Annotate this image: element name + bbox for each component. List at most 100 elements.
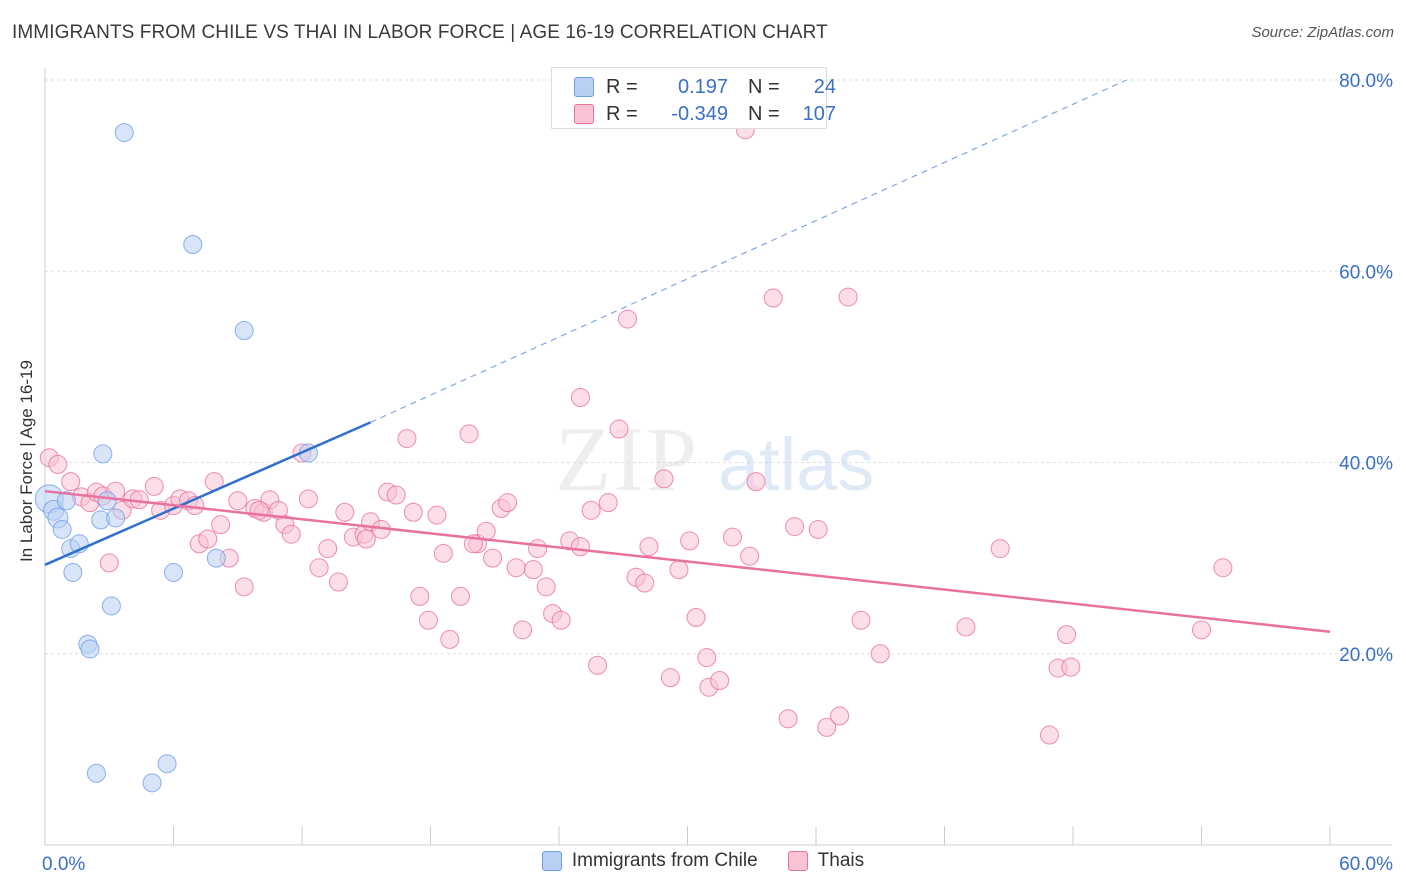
thai-point xyxy=(234,577,254,597)
n-label: N = xyxy=(748,75,780,98)
chile-point xyxy=(80,639,100,659)
thai-point xyxy=(581,500,601,520)
thai-point xyxy=(427,505,447,525)
bottom-legend: Immigrants from Chile Thais xyxy=(0,850,1406,872)
thai-point xyxy=(335,502,355,522)
thai-point xyxy=(281,524,301,544)
thai-point xyxy=(513,620,533,640)
thai-point xyxy=(660,668,680,688)
stats-legend-box: R = 0.197 N = 24 R = -0.349 N = 107 xyxy=(551,67,836,129)
thai-point xyxy=(588,655,608,675)
chile-point xyxy=(56,491,76,511)
chile-point xyxy=(234,321,254,341)
thai-point xyxy=(870,644,890,664)
thai-point xyxy=(397,429,417,449)
thai-point xyxy=(483,548,503,568)
y-tick-label: 40.0% xyxy=(1339,454,1393,475)
thai-point xyxy=(48,454,68,474)
thai-point xyxy=(309,558,329,578)
thai-point xyxy=(598,493,618,513)
thai-point xyxy=(680,531,700,551)
thai-point xyxy=(506,558,526,578)
thai-point xyxy=(450,586,470,606)
legend-item-thais[interactable]: Thais xyxy=(787,850,865,872)
series-layer xyxy=(34,120,1233,793)
thai-point xyxy=(356,529,376,549)
legend-thais-label: Thais xyxy=(817,850,865,871)
thai-point xyxy=(746,472,766,492)
chile-point xyxy=(63,562,83,582)
chile-swatch xyxy=(574,77,594,97)
thai-point xyxy=(198,529,218,549)
thai-point xyxy=(722,527,742,547)
chile-point xyxy=(97,491,117,511)
y-tick-label: 20.0% xyxy=(1339,645,1393,666)
thai-point xyxy=(498,493,518,513)
thai-point xyxy=(618,309,638,329)
thai-point xyxy=(609,419,629,439)
y-axis-label: In Labor Force | Age 16-19 xyxy=(17,360,36,562)
tick-labels: 20.0% 40.0% 60.0% 80.0% 0.0% 60.0% xyxy=(42,71,1393,875)
chile-point xyxy=(183,234,203,254)
thai-point xyxy=(536,577,556,597)
thai-point xyxy=(410,586,430,606)
source-label: Source: ZipAtlas.com xyxy=(1251,24,1394,41)
thai-point xyxy=(830,706,850,726)
chile-point xyxy=(114,123,134,143)
thai-point xyxy=(1213,558,1233,578)
stats-row-chile: R = 0.197 N = 24 xyxy=(574,74,836,100)
thai-point xyxy=(838,287,858,307)
thai-point xyxy=(211,515,231,535)
watermark-zip: ZIP xyxy=(555,408,699,510)
thai-point xyxy=(697,648,717,668)
thai-point xyxy=(785,517,805,537)
y-tick-label: 80.0% xyxy=(1339,71,1393,92)
thai-point xyxy=(778,709,798,729)
thai-point xyxy=(523,560,543,580)
chile-point xyxy=(86,763,106,783)
thai-point xyxy=(99,553,119,573)
thai-point xyxy=(710,671,730,691)
thai-point xyxy=(669,560,689,580)
chile-point xyxy=(106,508,126,528)
thai-point xyxy=(990,539,1010,559)
x-tick-label-start: 0.0% xyxy=(42,854,85,875)
chile-point xyxy=(52,519,72,539)
stats-row-thai: R = -0.349 N = 107 xyxy=(574,101,836,127)
thai-point xyxy=(418,610,438,630)
n-label: N = xyxy=(748,102,780,125)
legend-thais-swatch xyxy=(787,851,808,871)
thai-point xyxy=(144,476,164,496)
thai-point xyxy=(298,489,318,509)
thai-point xyxy=(459,424,479,444)
thai-point xyxy=(403,502,423,522)
chile-point xyxy=(157,754,177,774)
thai-point xyxy=(1057,625,1077,645)
grid-lines xyxy=(45,79,1392,655)
chile-point xyxy=(206,548,226,568)
r-value-chile: 0.197 xyxy=(677,75,728,98)
thai-trend-line xyxy=(44,489,1331,633)
thai-point xyxy=(817,717,837,737)
watermark: ZIP atlas xyxy=(555,408,874,510)
thai-point xyxy=(328,572,348,592)
thai-point xyxy=(318,539,338,559)
r-label: R = xyxy=(606,102,638,125)
thai-point xyxy=(551,610,571,630)
legend-chile-swatch xyxy=(541,851,562,871)
thai-point xyxy=(440,629,460,649)
legend-item-chile[interactable]: Immigrants from Chile xyxy=(541,850,758,872)
chile-point xyxy=(101,596,121,616)
thai-point xyxy=(1039,725,1059,745)
thai-point xyxy=(570,537,590,557)
x-tick-label-end: 60.0% xyxy=(1339,854,1393,875)
n-value-thai: 107 xyxy=(802,102,836,125)
thai-point xyxy=(61,472,81,492)
r-label: R = xyxy=(606,75,638,98)
thai-point xyxy=(433,543,453,563)
thai-point xyxy=(686,607,706,627)
thai-point xyxy=(1061,657,1081,677)
chile-trend-line xyxy=(44,421,372,566)
thai-point xyxy=(635,573,655,593)
